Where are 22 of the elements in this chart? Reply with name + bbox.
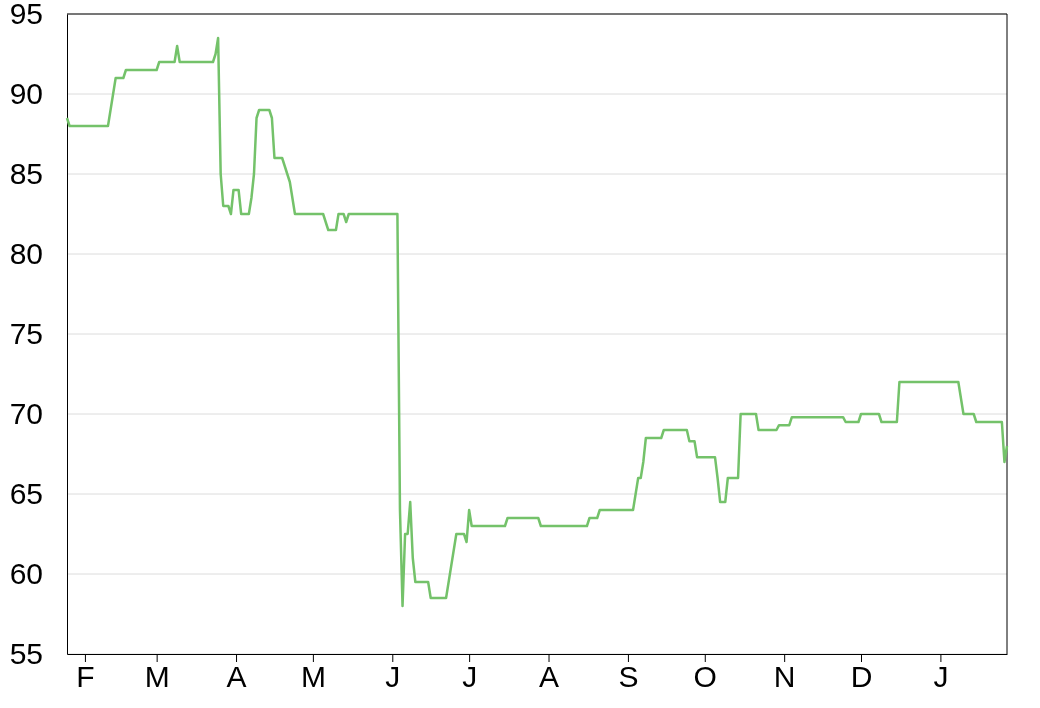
line-series (65, 36, 1009, 608)
x-tick-label: A (539, 660, 560, 694)
x-tick-label: M (144, 660, 170, 694)
x-tick-label: J (385, 660, 401, 694)
y-tick-label: 85 (9, 157, 43, 191)
y-tick-label: 80 (9, 237, 43, 271)
x-tick-label: O (693, 660, 717, 694)
x-tick-label: F (76, 660, 95, 694)
x-tick-label: J (462, 660, 478, 694)
x-tick-label: S (618, 660, 639, 694)
y-tick-label: 65 (9, 477, 43, 511)
x-tick-label: M (300, 660, 326, 694)
x-tick-label: J (933, 660, 949, 694)
y-tick-label: 90 (9, 77, 43, 111)
y-tick-label: 60 (9, 557, 43, 591)
y-tick-label: 75 (9, 317, 43, 351)
y-tick-label: 95 (9, 0, 43, 31)
x-tick-label: A (226, 660, 247, 694)
x-tick-label: D (850, 660, 873, 694)
y-tick-label: 70 (9, 397, 43, 431)
x-tick-label: N (773, 660, 796, 694)
y-tick-label: 55 (9, 637, 43, 671)
